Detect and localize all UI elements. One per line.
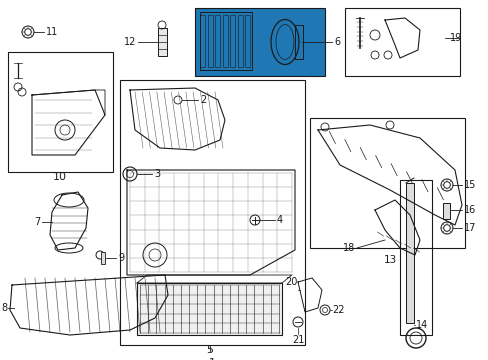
Bar xyxy=(237,15,242,67)
Bar xyxy=(8,52,113,172)
Bar xyxy=(294,25,303,59)
Text: 18: 18 xyxy=(342,243,354,253)
Bar xyxy=(405,183,413,323)
Bar xyxy=(195,8,325,76)
Bar xyxy=(244,15,249,67)
Text: 10: 10 xyxy=(53,172,67,182)
Text: 15: 15 xyxy=(463,180,475,190)
Text: 22: 22 xyxy=(331,305,344,315)
Bar xyxy=(200,15,204,67)
Text: 13: 13 xyxy=(383,255,396,265)
Text: 12: 12 xyxy=(123,37,136,47)
Bar xyxy=(215,15,220,67)
Text: 8: 8 xyxy=(1,303,7,313)
Text: 3: 3 xyxy=(154,169,160,179)
Text: 5: 5 xyxy=(206,345,213,355)
Bar xyxy=(442,203,449,219)
Bar xyxy=(222,15,227,67)
Text: 11: 11 xyxy=(46,27,58,37)
Bar xyxy=(207,15,212,67)
Text: 17: 17 xyxy=(463,223,475,233)
Text: 7: 7 xyxy=(34,217,40,227)
Text: 21: 21 xyxy=(291,335,304,345)
Text: 9: 9 xyxy=(118,253,124,263)
Bar xyxy=(195,8,325,76)
Bar xyxy=(229,15,235,67)
Text: 1: 1 xyxy=(208,358,215,360)
Text: 14: 14 xyxy=(415,320,427,330)
Bar xyxy=(345,8,459,76)
Bar xyxy=(137,283,282,335)
Bar xyxy=(120,80,305,345)
Text: 19: 19 xyxy=(449,33,461,43)
Text: 6: 6 xyxy=(333,37,340,47)
Bar xyxy=(309,118,464,248)
Text: 2: 2 xyxy=(200,95,206,105)
Text: 4: 4 xyxy=(276,215,283,225)
Text: 16: 16 xyxy=(463,205,475,215)
Bar xyxy=(200,12,251,70)
Bar xyxy=(399,180,431,335)
Bar xyxy=(101,252,105,264)
Text: 20: 20 xyxy=(285,277,297,287)
Bar xyxy=(158,28,167,56)
